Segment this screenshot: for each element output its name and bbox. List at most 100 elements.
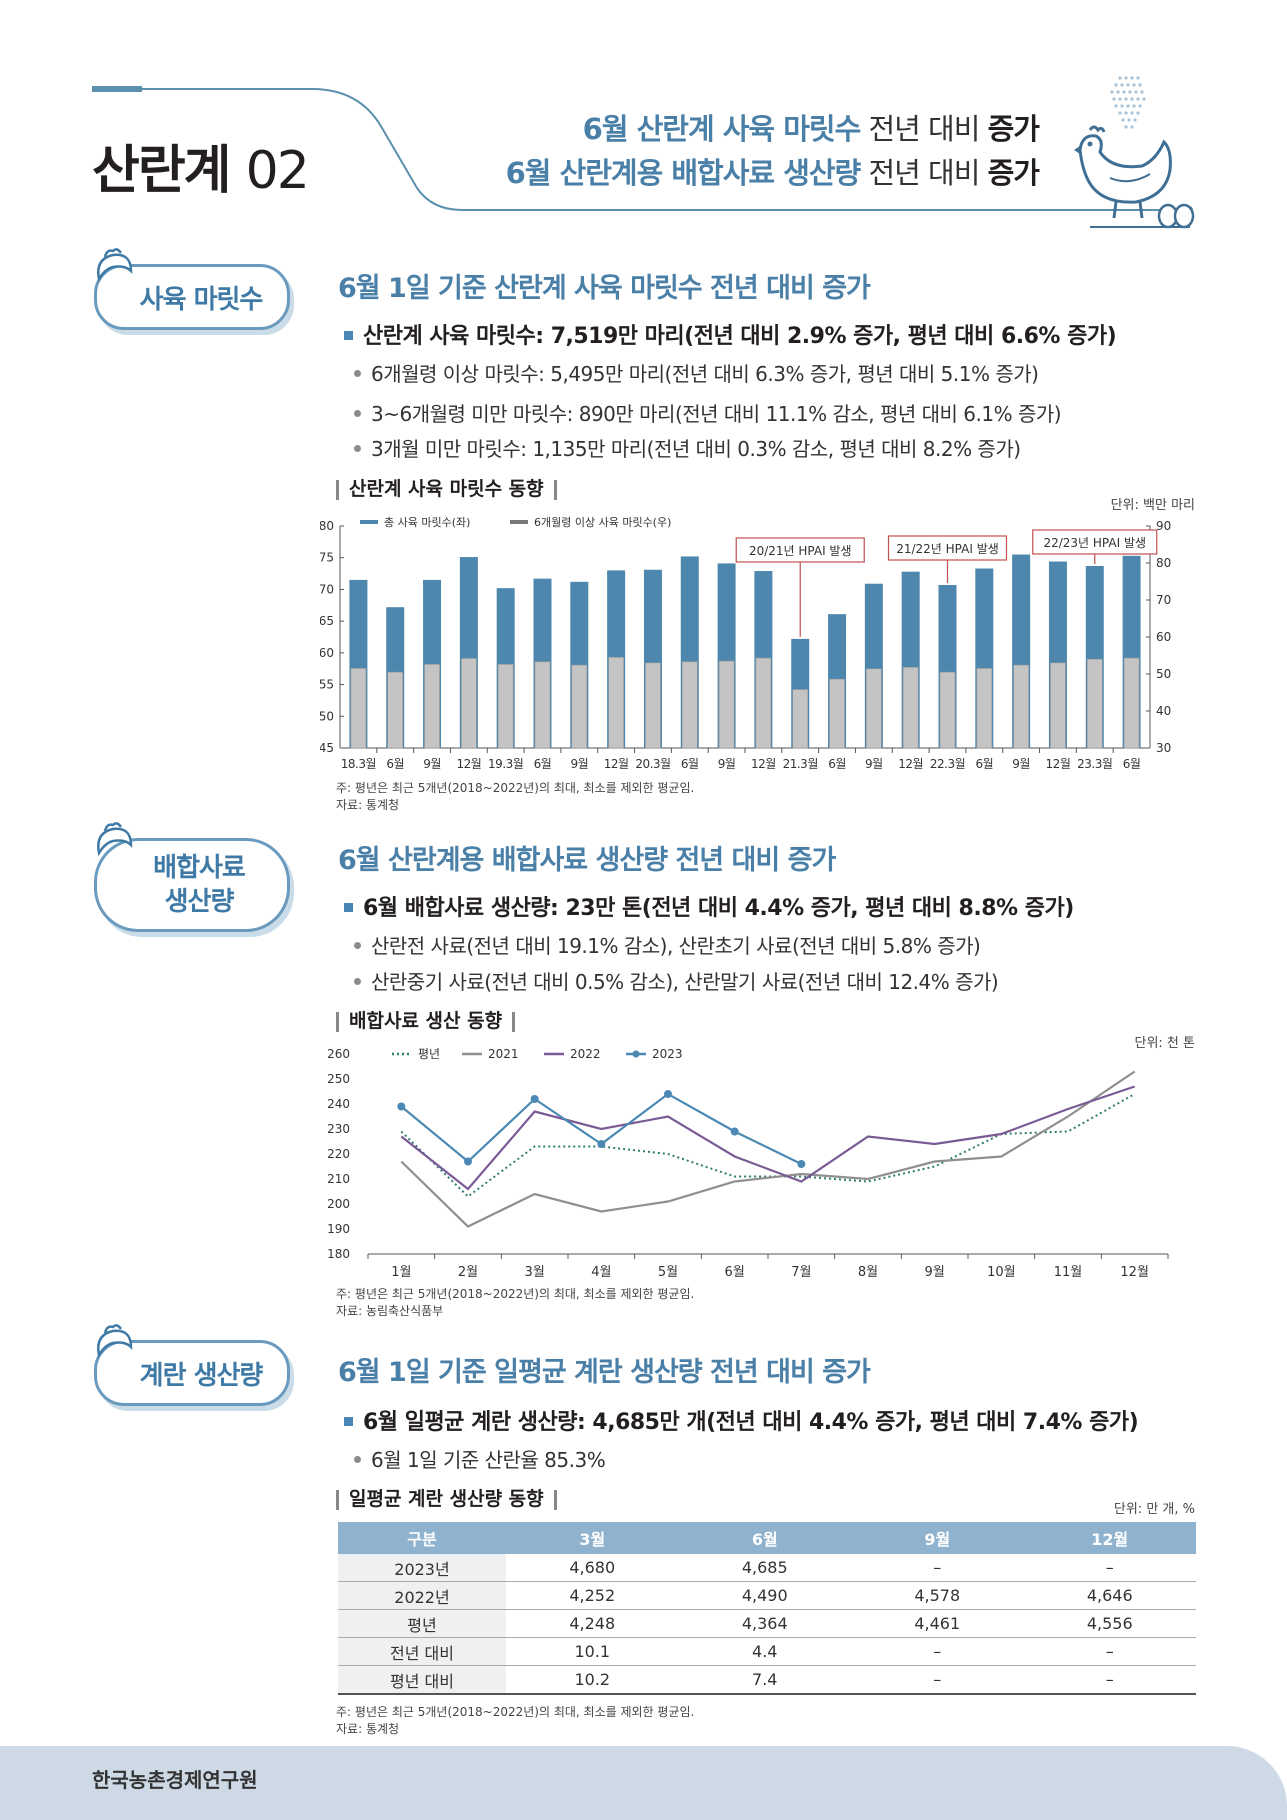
x-tick-label: 7월 (791, 1265, 811, 1280)
bar-6month-headcount (645, 662, 661, 749)
x-tick-label: 10월 (987, 1265, 1016, 1280)
x-tick-label: 19.3월 (488, 757, 523, 771)
series-marker-2023 (464, 1157, 472, 1166)
header-summary-line2: 6월 산란계용 배합사료 생산량 전년 대비 증가 (505, 156, 1040, 190)
x-tick-label: 12월 (898, 757, 923, 771)
y-left-tick-label: 50 (320, 709, 334, 723)
table-header-cell: 9월 (851, 1522, 1024, 1554)
section3-sub-bullet: 6월 1일 기준 산란율 85.3% (354, 1444, 606, 1473)
section3-main-bullet: 6월 일평균 계란 생산량: 4,685만 개(전년 대비 4.4% 증가, 평… (344, 1404, 1139, 1436)
hen-illustration-icon (1074, 76, 1195, 229)
chick-icon (91, 819, 135, 868)
series-marker-2023 (730, 1127, 739, 1136)
bar-6month-headcount (1086, 658, 1103, 749)
x-tick-label: 4월 (591, 1265, 611, 1280)
footer-org-name: 한국농촌경제연구원 (92, 1768, 258, 1792)
x-tick-label: 12월 (604, 757, 629, 771)
x-tick-label: 6월 (386, 757, 404, 771)
x-tick-label: 12월 (1120, 1265, 1149, 1280)
y-right-tick-label: 30 (1156, 741, 1171, 755)
egg-production-table: 구분 3월 6월 9월 12월 2023년 4,680 4,685 – – 20… (338, 1522, 1196, 1695)
table-cell: 4.4 (678, 1637, 851, 1666)
series-line-평년 (400, 1093, 1136, 1198)
bar-6month-headcount (792, 689, 809, 749)
y-tick-label: 190 (327, 1222, 350, 1236)
x-tick-label: 1월 (391, 1265, 411, 1280)
x-tick-label: 9월 (718, 757, 736, 771)
x-tick-label: 9월 (865, 757, 883, 771)
bar-6month-headcount (350, 668, 367, 749)
x-tick-label: 9월 (423, 757, 441, 771)
y-right-tick-label: 60 (1156, 630, 1171, 644)
bar-6month-headcount (608, 657, 624, 749)
annotation-box (735, 537, 865, 563)
bar-6month-headcount (939, 671, 956, 749)
table-cell: 4,490 (678, 1581, 851, 1610)
chart2-title: 배합사료 생산 동향 (336, 1006, 515, 1033)
table-cell: – (1023, 1665, 1196, 1695)
section1-title: 6월 1일 기준 산란계 사육 마릿수 전년 대비 증가 (338, 273, 871, 304)
x-tick-label: 6월 (681, 757, 699, 771)
header-accent-bar (92, 86, 142, 92)
y-tick-label: 210 (327, 1172, 350, 1186)
y-tick-label: 230 (327, 1122, 350, 1136)
chart1-note: 주: 평년은 최근 5개년(2018~2022년)의 최대, 최소를 제외한 평… (336, 781, 695, 812)
table-cell: 4,252 (506, 1581, 679, 1610)
y-tick-label: 260 (327, 1047, 350, 1061)
section2-main-bullet: 6월 배합사료 생산량: 23만 톤(전년 대비 4.4% 증가, 평년 대비 … (344, 890, 1074, 922)
x-tick-label: 9월 (925, 1265, 945, 1280)
table-cell: 4,646 (1023, 1581, 1196, 1610)
table-unit: 단위: 만 개, % (1113, 1502, 1195, 1517)
legend-label-2023: 2023 (652, 1047, 683, 1061)
table-cell: 10.1 (506, 1637, 679, 1666)
y-tick-label: 180 (327, 1247, 350, 1261)
series-marker-2023 (397, 1102, 406, 1111)
bar-6month-headcount (718, 660, 735, 749)
x-tick-label: 11월 (1054, 1265, 1083, 1280)
bar-6month-headcount (1050, 662, 1066, 749)
y-right-tick-label: 70 (1156, 593, 1171, 607)
table-cell: – (851, 1554, 1024, 1582)
table-row: 평년 대비 10.2 7.4 – – (338, 1665, 1196, 1695)
y-left-tick-label: 45 (320, 741, 334, 755)
y-tick-label: 240 (327, 1097, 350, 1111)
annotation-box (887, 535, 1008, 561)
bar-6month-headcount (755, 657, 772, 749)
table-cell: 7.4 (678, 1665, 851, 1695)
series-line-2022 (400, 1085, 1136, 1191)
annotation-label: 21/22년 HPAI 발생 (896, 542, 999, 556)
x-tick-label: 8월 (858, 1265, 878, 1280)
table-row: 2022년 4,252 4,490 4,578 4,646 (338, 1581, 1196, 1610)
bar-6month-headcount (497, 664, 514, 749)
y-right-tick-label: 40 (1156, 704, 1171, 718)
section-pill-egg: 계란 생산량 (94, 1324, 290, 1406)
table-cell: 4,685 (678, 1554, 851, 1582)
y-right-tick-label: 50 (1156, 667, 1171, 681)
table-row-label: 2023년 (338, 1554, 506, 1582)
x-tick-label: 6월 (828, 757, 846, 771)
annotation-box (1032, 529, 1158, 555)
series-marker-2023 (597, 1140, 606, 1148)
table-title: 일평균 계란 생산량 동향 (336, 1484, 557, 1511)
y-left-tick-label: 55 (320, 678, 334, 692)
table-cell: – (851, 1665, 1024, 1695)
chick-icon (91, 245, 135, 292)
section-pill-feed: 배합사료 생산량 (94, 822, 290, 932)
y-left-tick-label: 80 (320, 519, 334, 533)
legend-marker-2023 (632, 1050, 640, 1058)
chick-icon (91, 1321, 135, 1368)
x-tick-label: 3월 (525, 1265, 545, 1280)
section2-title: 6월 산란계용 배합사료 생산량 전년 대비 증가 (338, 845, 836, 876)
table-cell: – (1023, 1554, 1196, 1582)
x-tick-label: 22.3월 (930, 757, 965, 771)
table-note: 주: 평년은 최근 5개년(2018~2022년)의 최대, 최소를 제외한 평… (336, 1705, 695, 1736)
series-marker-2023 (797, 1160, 806, 1168)
table-cell: – (851, 1637, 1024, 1666)
x-tick-label: 9월 (570, 757, 588, 771)
section1-main-bullet: 산란계 사육 마릿수: 7,519만 마리(전년 대비 2.9% 증가, 평년 … (344, 318, 1117, 350)
section3-title: 6월 1일 기준 일평균 계란 생산량 전년 대비 증가 (338, 1357, 871, 1388)
x-tick-label: 12월 (456, 757, 481, 771)
x-tick-label: 12월 (1046, 757, 1071, 771)
series-line-2021 (400, 1070, 1136, 1228)
x-tick-label: 6월 (1123, 757, 1141, 771)
